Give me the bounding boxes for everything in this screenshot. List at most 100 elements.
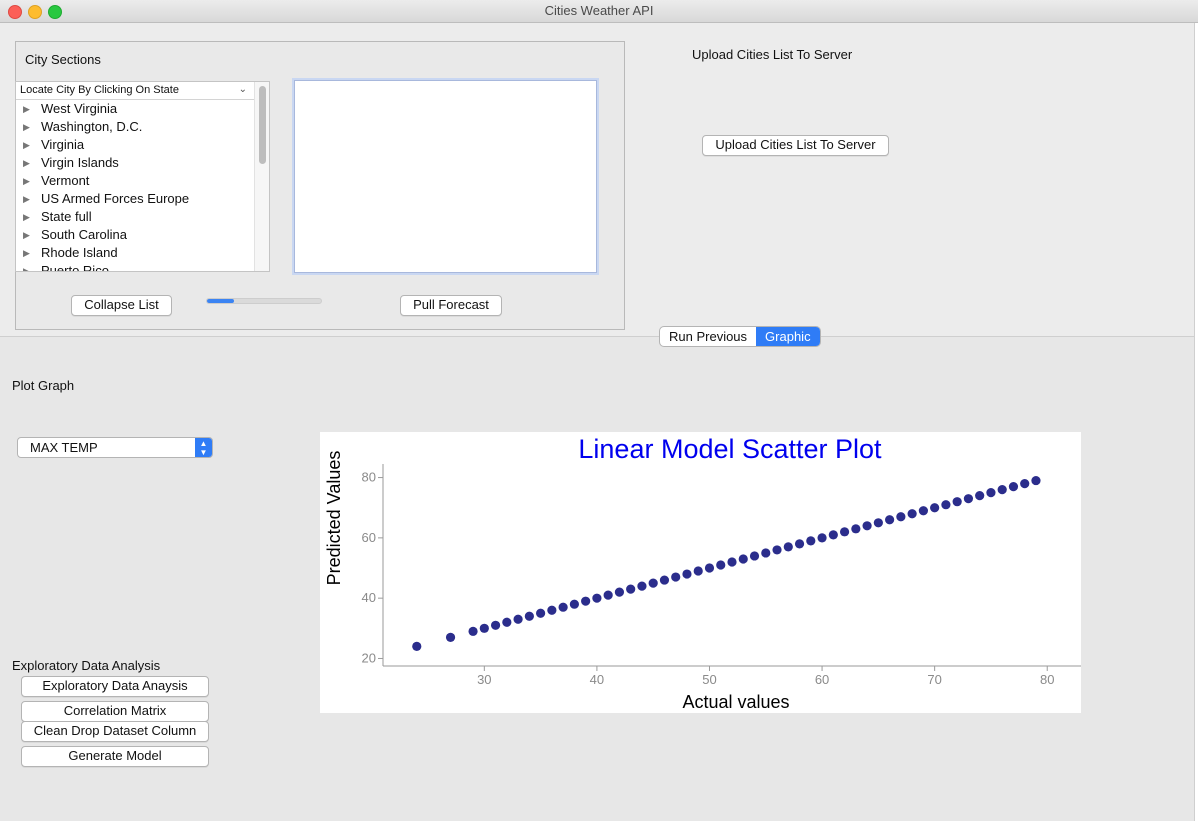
tab-graphic[interactable]: Graphic: [756, 327, 820, 346]
x-tick-label: 60: [815, 672, 829, 687]
scatter-point: [896, 512, 906, 522]
y-axis-label: Predicted Values: [324, 451, 344, 586]
generate-model-button[interactable]: Generate Model: [21, 746, 209, 767]
close-window-button[interactable]: [8, 5, 22, 19]
correlation-matrix-button[interactable]: Correlation Matrix: [21, 701, 209, 722]
scatter-point: [614, 587, 625, 597]
disclosure-triangle-icon[interactable]: ▶: [23, 194, 30, 204]
scatter-point: [412, 641, 422, 652]
state-tree[interactable]: Locate City By Clicking On State ⌄ ▶ West…: [15, 81, 270, 272]
scatter-point: [975, 491, 985, 501]
scatter-point: [558, 602, 568, 612]
x-tick-label: 30: [477, 672, 491, 687]
scatter-point: [941, 500, 951, 510]
zoom-window-button[interactable]: [48, 5, 62, 19]
scatter-point: [885, 515, 895, 525]
pull-forecast-button[interactable]: Pull Forecast: [400, 295, 502, 316]
y-tick-label: 60: [362, 530, 376, 545]
scatter-plot-svg: Linear Model Scatter Plot Actual values …: [324, 434, 1081, 712]
scatter-point: [851, 524, 861, 534]
variable-select[interactable]: MAX TEMP ▲ ▼: [17, 437, 213, 458]
scatter-point: [727, 557, 737, 567]
scatter-point: [749, 551, 760, 561]
data-points: [412, 475, 1041, 652]
city-sections-title: City Sections: [25, 52, 101, 67]
y-tick-label: 80: [362, 470, 376, 485]
disclosure-triangle-icon[interactable]: ▶: [23, 122, 30, 132]
scatter-point: [581, 596, 591, 606]
disclosure-triangle-icon[interactable]: ▶: [23, 230, 30, 240]
tree-item-state[interactable]: ▶ Virginia: [23, 137, 85, 152]
tree-scrollbar[interactable]: [254, 82, 269, 271]
tree-item-state[interactable]: ▶ Puerto Rico: [16, 262, 269, 272]
scatter-point: [772, 545, 782, 555]
chevron-down-icon: ⌄: [238, 84, 247, 95]
variable-select-value: MAX TEMP: [30, 440, 98, 455]
scatter-point: [873, 518, 883, 528]
scatter-point: [1008, 482, 1019, 492]
scatter-point: [1031, 475, 1041, 486]
scatter-point: [930, 503, 940, 513]
scatter-point: [513, 614, 523, 624]
scatter-point: [547, 605, 557, 615]
forecast-output-box[interactable]: [294, 80, 597, 273]
scatter-point: [524, 611, 534, 621]
scatter-point: [716, 560, 726, 570]
x-tick-label: 80: [1040, 672, 1054, 687]
scatter-point: [952, 497, 962, 507]
view-tabs: Run Previous Graphic: [659, 326, 821, 347]
scatter-point: [626, 584, 636, 594]
scatter-point: [761, 548, 771, 558]
disclosure-triangle-icon[interactable]: ▶: [23, 158, 30, 168]
scatter-point: [907, 509, 917, 519]
disclosure-triangle-icon[interactable]: ▶: [23, 212, 30, 222]
tree-item-state[interactable]: ▶ Vermont: [23, 173, 90, 188]
scatter-point: [817, 533, 827, 543]
x-axis-label: Actual values: [682, 692, 789, 712]
minimize-window-button[interactable]: [28, 5, 42, 19]
scatter-point: [648, 578, 658, 588]
scatter-point: [569, 599, 579, 609]
tab-run-previous[interactable]: Run Previous: [669, 329, 748, 344]
tree-item-state[interactable]: ▶ West Virginia: [23, 101, 118, 116]
disclosure-triangle-icon[interactable]: ▶: [23, 266, 30, 272]
tree-item-state[interactable]: ▶ US Armed Forces Europe: [23, 191, 190, 206]
clean-drop-column-button[interactable]: Clean Drop Dataset Column: [21, 721, 209, 742]
tree-item-state[interactable]: ▶ Rhode Island: [23, 245, 118, 260]
y-tick-label: 20: [362, 650, 376, 665]
upload-section-title: Upload Cities List To Server: [692, 47, 853, 62]
disclosure-triangle-icon[interactable]: ▶: [23, 248, 30, 258]
scatter-point: [592, 593, 602, 603]
x-tick-label: 50: [702, 672, 716, 687]
disclosure-triangle-icon[interactable]: ▶: [23, 104, 30, 114]
x-tick-label: 40: [590, 672, 604, 687]
progress-bar: [206, 298, 322, 304]
tree-item-state[interactable]: ▶ Washington, D.C.: [23, 119, 143, 134]
disclosure-triangle-icon[interactable]: ▶: [23, 140, 30, 150]
x-tick-label: 70: [927, 672, 941, 687]
scatter-point: [997, 485, 1007, 495]
disclosure-triangle-icon[interactable]: ▶: [23, 176, 30, 186]
scatter-point: [862, 521, 872, 531]
chart-title: Linear Model Scatter Plot: [578, 434, 882, 464]
scatter-point: [704, 563, 715, 573]
scrollbar-thumb[interactable]: [259, 86, 266, 164]
scatter-point: [502, 617, 512, 627]
tree-item-state[interactable]: ▶ State full: [23, 209, 92, 224]
tree-item-state[interactable]: ▶ South Carolina: [23, 227, 127, 242]
plot-graph-title: Plot Graph: [12, 378, 75, 393]
eda-section-title: Exploratory Data Analysis: [12, 658, 161, 673]
scatter-point: [479, 623, 489, 633]
window-title: Cities Weather API: [544, 3, 654, 18]
scatter-point: [839, 527, 850, 537]
scatter-point: [963, 494, 974, 504]
scatter-point: [671, 572, 681, 582]
scatter-point: [806, 536, 816, 546]
axis-ticks: 30 40 50 60 70 80 20 40 60 80: [362, 470, 1055, 687]
upload-cities-button[interactable]: Upload Cities List To Server: [702, 135, 889, 156]
tree-column-header[interactable]: Locate City By Clicking On State ⌄: [16, 82, 269, 100]
exploratory-data-analysis-button[interactable]: Exploratory Data Anaysis: [21, 676, 209, 697]
scatter-point: [986, 488, 996, 498]
tree-item-state[interactable]: ▶ Virgin Islands: [23, 155, 119, 170]
collapse-list-button[interactable]: Collapse List: [71, 295, 172, 316]
